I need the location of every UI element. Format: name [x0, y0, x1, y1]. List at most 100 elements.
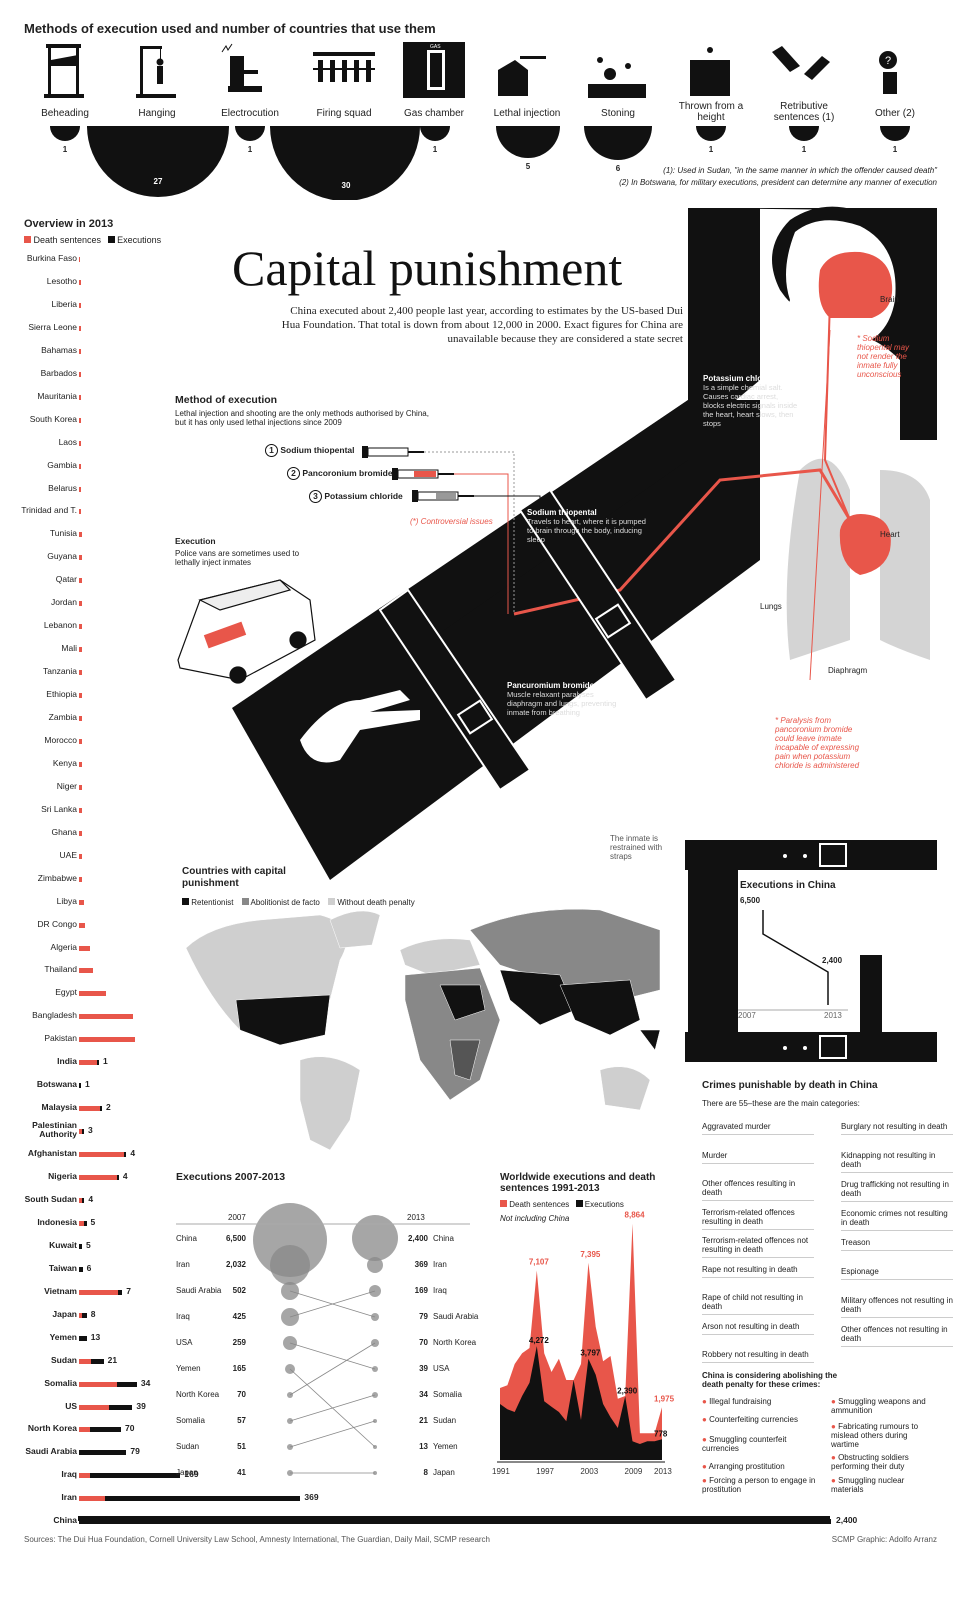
overview-value: 8: [90, 1308, 96, 1319]
bar-executions: [79, 1335, 87, 1341]
consider-item: ● Smuggling counterfeit currencies: [702, 1435, 787, 1453]
overview-country: Bangladesh: [32, 1010, 77, 1021]
bar-death-sentences: [79, 257, 80, 262]
bar-death-sentences: [79, 601, 82, 607]
methods-graphic: GAS ?: [44, 42, 910, 200]
overview-country: Sierra Leone: [28, 321, 77, 332]
overview-country: South Sudan: [24, 1193, 77, 1204]
overview-country: China: [53, 1515, 77, 1526]
drug-2: 2 Pancoronium bromide: [287, 467, 393, 480]
overview-legend: Death sentences Executions: [24, 235, 161, 245]
lethal-injection-icon: [498, 56, 546, 96]
exec0713-left-name: Somalia: [176, 1416, 205, 1425]
count-gas: 1: [432, 145, 438, 154]
gas-chamber-icon: [403, 42, 465, 98]
bar-executions: [79, 1450, 127, 1456]
overview-country: Pakistan: [44, 1033, 77, 1044]
overview-row: Indonesia 5: [0, 1217, 980, 1229]
bar-death-sentences: [79, 509, 81, 515]
bar-death-sentences: [79, 1060, 97, 1066]
overview-row: Thailand: [0, 964, 980, 976]
overview-row: Mali: [0, 643, 980, 655]
method-stoning: Stoning: [601, 108, 635, 119]
hanging-icon: [136, 46, 176, 98]
overview-row: UAE: [0, 850, 980, 862]
overview-value: 13: [90, 1331, 101, 1342]
overview-row: Mauritania: [0, 391, 980, 403]
exec0713-left-name: North Korea: [176, 1390, 220, 1399]
overview-country: Mali: [61, 643, 77, 654]
execution-title: Execution: [175, 536, 216, 546]
bar-executions: [82, 1312, 87, 1318]
method-note-1: (1): Used in Sudan, "in the same manner …: [663, 166, 937, 175]
drug-3: 3 Potassium chloride: [309, 490, 403, 503]
overview-country: US: [65, 1400, 77, 1411]
overview-country: Zambia: [48, 712, 77, 722]
crime-item: Other offences not resulting in death: [841, 1325, 953, 1347]
bar-death-sentences: [79, 876, 82, 882]
exec0713-right-name: Sudan: [433, 1416, 457, 1425]
bar-death-sentences: [79, 578, 82, 584]
bar-death-sentences: [79, 761, 82, 767]
method-gas-chamber: Gas chamber: [403, 108, 465, 119]
overview-country: Bahamas: [41, 344, 77, 355]
china-exec-v2: 2,400: [822, 956, 843, 965]
crime-item: Murder: [702, 1151, 814, 1164]
overview-row: Iran 369: [0, 1492, 980, 1504]
exec0713-right-value: 34: [419, 1390, 428, 1399]
crime-item: Arson not resulting in death: [702, 1322, 814, 1335]
exec0713-left-name: Sudan: [176, 1442, 200, 1451]
worldwide-title: Worldwide executions and death sentences…: [500, 1172, 656, 1194]
bar-death-sentences: [79, 968, 93, 974]
overview-country: Indonesia: [37, 1216, 77, 1227]
bar-death-sentences: [79, 670, 82, 676]
bubble-lines: [289, 1290, 376, 1474]
overview-value: 369: [304, 1492, 319, 1503]
consider-item: ● Counterfeiting currencies: [702, 1415, 798, 1424]
credit: SCMP Graphic: Adolfo Arranz: [831, 1535, 937, 1544]
overview-row: Jordan: [0, 597, 980, 609]
exec0713-left-value: 6,500: [225, 1234, 246, 1243]
overview-title: Overview in 2013: [24, 218, 114, 230]
bar-executions: [82, 1197, 85, 1203]
exec0713-right-name: Japan: [433, 1468, 455, 1477]
overview-row: Vietnam 7: [0, 1286, 980, 1298]
overview-row: Burkina Faso: [0, 253, 980, 265]
overview-row: South Sudan 4: [0, 1194, 980, 1206]
exec0713-left-value: 2,032: [225, 1260, 246, 1269]
bar-executions: [79, 1427, 121, 1433]
bar-death-sentences: [79, 807, 82, 813]
svg-text:?: ?: [885, 55, 891, 67]
exec0713-left-value: 425: [232, 1312, 246, 1321]
method-firing-squad: Firing squad: [316, 108, 372, 119]
bar-death-sentences: [79, 922, 85, 928]
overview-country: Kenya: [52, 757, 77, 768]
overview-row: Sri Lanka: [0, 804, 980, 816]
overview-row: Libya: [0, 896, 980, 908]
overview-row: South Korea: [0, 414, 980, 426]
exec0713-right-value: 70: [419, 1338, 428, 1347]
overview-country: Guyana: [47, 551, 77, 562]
overview-row: China 2,400: [0, 1515, 980, 1527]
method-electrocution: Electrocution: [221, 108, 279, 119]
overview-row: Laos: [0, 437, 980, 449]
overview-value: 1: [85, 1079, 90, 1090]
series-executions: [500, 1346, 662, 1460]
worldwide-x-tick: 2009: [625, 1467, 643, 1476]
overview-value: 5: [90, 1216, 96, 1227]
exec0713-right-value: 79: [419, 1312, 428, 1321]
exec0713-left-name: Iraq: [176, 1312, 190, 1321]
china-exec-title: Executions in China: [740, 880, 836, 891]
worldwide-value-label: 4,272: [529, 1336, 550, 1345]
overview-country: Thailand: [44, 964, 77, 975]
crimes-subtitle: There are 55–these are the main categori…: [702, 1099, 860, 1108]
step-2: Pancuromium bromide Muscle relaxant para…: [507, 681, 617, 717]
overview-row: Liberia: [0, 299, 980, 311]
execution-text: Police vans are sometimes used to lethal…: [175, 549, 300, 567]
count-thrown: 1: [708, 145, 714, 154]
consider-item: ● Forcing a person to engage in prostitu…: [702, 1476, 816, 1494]
crime-item: Terrorism-related offences resulting in …: [702, 1208, 814, 1230]
exec0713-right-name: Yemen: [433, 1442, 458, 1451]
bar-death-sentences: [79, 1220, 84, 1226]
exec0713-left-value: 70: [237, 1390, 246, 1399]
